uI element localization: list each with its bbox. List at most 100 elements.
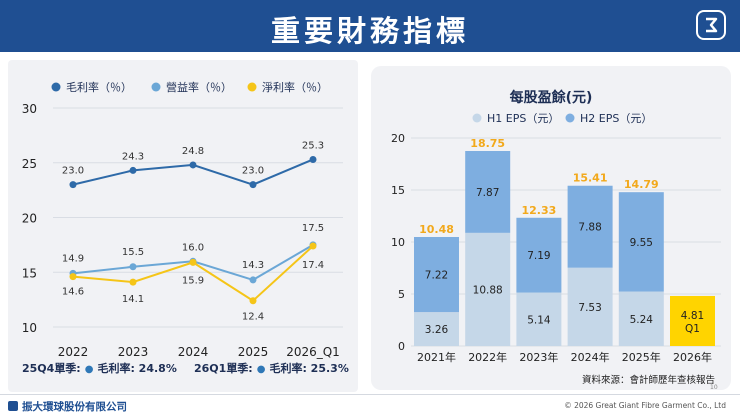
bar-grid: 0 5 10 15 20 [391,132,721,353]
eps-bar-chart: 每股盈餘(元) H1 EPS（元） H2 EPS（元） 0 5 10 15 20 3.26… [391,89,721,364]
data-point [129,166,137,174]
data-point [189,161,197,169]
bar-total-label: 14.79 [624,178,659,191]
legend-marker-2 [565,113,575,123]
data-label: 16.0 [182,242,204,253]
footer-company-name: 振大環球股份有限公司 [22,401,127,413]
bar-q1-segment [670,295,715,346]
line-legend: 毛利率（％） 營益率（％） 淨利率（％） [51,80,328,94]
bar-h1-segment [516,292,562,346]
x-tick-label: 2023年 [519,350,558,364]
data-point [309,155,317,163]
legend-label-3: 淨利率（％） [262,80,328,94]
bar-h1-segment [618,291,664,346]
data-label: 24.8 [182,146,204,157]
bar-total-label: 12.33 [522,204,557,217]
x-tick-label: 2025 [238,345,269,359]
data-label: 17.4 [302,260,324,271]
bar-series-group: 3.26 7.22 10.48 10.88 7.87 18.75 5.14 7.19 12.33… [414,137,715,346]
data-point [249,276,257,284]
data-label: 25.3 [302,140,324,151]
bar-h1-segment [414,312,459,346]
bar-legend: H1 EPS（元） H2 EPS（元） [472,112,652,125]
data-point [69,273,77,281]
data-label: 12.4 [242,312,264,323]
bar-h2-value-label: 7.88 [578,222,601,234]
data-point [129,278,137,286]
bar-h1-value-label: 3.26 [425,324,449,336]
bar-h2-value-label: 7.19 [527,250,550,262]
y-tick-label: 10 [391,236,405,249]
bar-h2-segment [618,192,664,292]
legend-label-1: H1 EPS（元） [487,112,559,125]
bar-h1-value-label: 5.14 [527,314,551,326]
y-tick-label: 30 [22,102,37,116]
x-tick-label: 2022 [58,345,89,359]
bar-h2-value-label: 7.22 [425,270,448,282]
slide-title: 重要財務指標 [270,14,469,48]
bullet-icon: ● [256,364,266,375]
series-line-3 [72,245,314,302]
line-series-group: 23.0 24.3 24.8 23.0 25.3 14.9 15.5 16.0 14.3 17.5… [62,140,324,322]
logo-mark-icon [706,17,718,33]
data-label: 15.5 [122,247,144,258]
legend-label-1: 毛利率（％） [66,80,132,94]
legend-marker-1 [472,113,482,123]
data-label: 23.0 [62,166,84,177]
legend-marker-3 [247,82,257,92]
bar-q1-value-label: 4.81 [681,310,704,322]
data-point [129,263,137,271]
x-tick-label: 2021年 [417,350,456,364]
q4-note-label: 25Q4單季: [22,362,81,375]
bullet-icon: ● [84,364,94,375]
x-tick-label: 2024年 [571,350,610,364]
data-point [69,181,77,189]
bar-h1-segment [567,267,613,346]
bar-total-label: 18.75 [470,137,505,150]
q1-note: 26Q1單季: ● 毛利率: 25.3% [194,360,349,376]
data-label: 24.3 [122,151,144,162]
x-tick-label: 2026年 [673,350,712,364]
bar-h2-value-label: 9.55 [630,237,653,249]
y-tick-label: 25 [22,157,37,171]
y-tick-label: 20 [391,132,405,145]
bar-total-label: 15.41 [573,172,608,185]
legend-marker-1 [51,82,61,92]
q1-note-label: 26Q1單季: [194,362,253,375]
legend-label-2: H2 EPS（元） [580,112,652,125]
y-tick-label: 15 [391,184,405,197]
data-label: 14.6 [62,287,84,298]
data-point [249,297,257,305]
data-point [249,181,257,189]
x-tick-label: 2023 [118,345,149,359]
title-bar: 重要財務指標 [0,0,740,52]
data-label: 14.9 [62,253,84,264]
legend-marker-2 [151,82,161,92]
data-label: 14.3 [242,260,264,271]
page-number: 10 [710,384,718,391]
data-point [189,258,197,266]
company-logo-icon [696,10,726,40]
bar-total-label: 10.48 [419,223,454,236]
x-tick-label: 2022年 [468,350,507,364]
data-label: 14.1 [122,294,144,305]
bar-q1-tag-label: Q1 [685,323,700,335]
company-mark-icon [8,401,18,411]
bar-h2-segment [414,237,459,313]
bar-h1-value-label: 7.53 [578,302,601,314]
bar-x-ticks: 2021年 2022年 2023年 2024年 2025年 2026年 [417,350,712,364]
bar-h2-segment [516,217,562,293]
data-label: 23.0 [242,166,264,177]
x-tick-label: 2026_Q1 [286,345,340,359]
margin-chart-panel: 毛利率（％） 營益率（％） 淨利率（％） 10 15 20 25 30 23.0 24.3 24… [8,60,358,392]
y-tick-label: 0 [398,340,405,353]
y-tick-label: 10 [22,321,37,335]
y-tick-label: 20 [22,212,37,226]
footer-company: 振大環球股份有限公司 [8,399,127,414]
bar-h1-segment [465,232,511,346]
y-tick-label: 15 [22,266,37,280]
x-tick-label: 2024 [178,345,209,359]
eps-chart-title: 每股盈餘(元) [510,89,593,106]
bar-h2-value-label: 7.87 [476,187,499,199]
